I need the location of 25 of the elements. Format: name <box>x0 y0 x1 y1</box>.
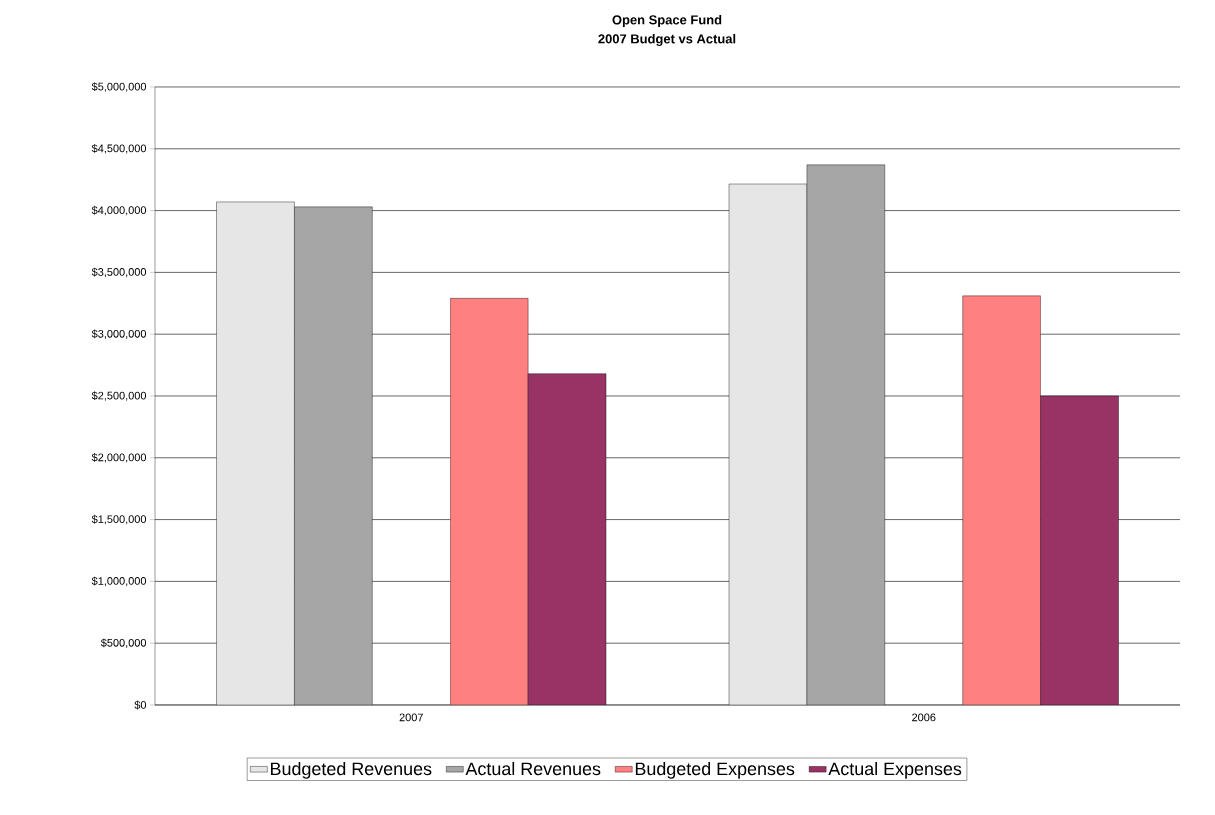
y-tick-label: $3,500,000 <box>91 267 147 278</box>
bar <box>806 164 886 705</box>
bar <box>294 206 373 705</box>
bar <box>728 183 808 705</box>
chart-title: Open Space Fund <box>612 14 722 28</box>
y-tick-label: $2,000,000 <box>91 453 147 463</box>
x-tick-label: 2007 <box>399 713 423 722</box>
legend-label: Actual Revenues <box>465 762 601 776</box>
y-tick-label: $4,500,000 <box>91 144 147 154</box>
y-tick-label: $0 <box>134 700 147 710</box>
y-tick-label: $5,000,000 <box>91 82 147 92</box>
legend-label: Budgeted Expenses <box>635 762 795 779</box>
y-tick-label: $4,000,000 <box>91 205 147 216</box>
chart-subtitle: 2007 Budget vs Actual <box>598 33 736 47</box>
legend-label: Budgeted Revenues <box>271 762 432 779</box>
y-tick-label: $500,000 <box>100 638 147 648</box>
bar <box>216 201 295 705</box>
legend-label: Actual Expenses <box>828 762 962 779</box>
y-tick-label: $1,500,000 <box>91 514 147 525</box>
y-tick-label: $1,000,000 <box>91 576 147 587</box>
bar <box>527 373 607 705</box>
y-tick-label: $3,000,000 <box>91 329 147 339</box>
y-tick-label: $2,500,000 <box>91 391 147 401</box>
bar <box>1040 395 1119 705</box>
x-tick-label: 2006 <box>912 713 936 722</box>
